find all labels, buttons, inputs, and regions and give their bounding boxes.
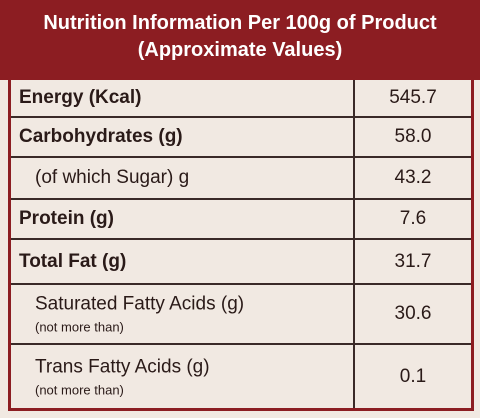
row-label: Trans Fatty Acids (g) <box>35 356 210 377</box>
header: Nutrition Information Per 100g of Produc… <box>0 0 480 80</box>
row-value: 545.7 <box>389 87 437 108</box>
table-row: Energy (Kcal) 545.7 <box>11 80 471 118</box>
table-row: Carbohydrates (g) 58.0 <box>11 118 471 158</box>
row-value: 31.7 <box>394 250 432 272</box>
row-note: (not more than) <box>35 319 124 335</box>
row-value: 43.2 <box>394 167 432 188</box>
row-label-cell: Energy (Kcal) <box>19 87 141 109</box>
row-label: Total Fat (g) <box>19 250 127 272</box>
row-label-cell: Total Fat (g) <box>19 251 126 273</box>
row-label-cell: (of which Sugar) g <box>35 167 189 189</box>
row-label: (of which Sugar) g <box>35 167 190 188</box>
table-row: Saturated Fatty Acids (g) (not more than)… <box>11 285 471 345</box>
nutrition-table: Energy (Kcal) 545.7 Carbohydrates (g) 58.0 (… <box>8 80 474 411</box>
table-row: Total Fat (g) 31.7 <box>11 240 471 285</box>
subtitle: (Approximate Values) <box>137 39 343 61</box>
row-note: (not more than) <box>35 382 124 397</box>
title: Nutrition Information Per 100g of Produc… <box>43 12 437 34</box>
row-value: 0.1 <box>399 365 427 387</box>
row-value: 58.0 <box>394 126 432 147</box>
row-label: Saturated Fatty Acids (g) <box>35 293 245 315</box>
row-label-cell: Protein (g) <box>19 208 114 230</box>
table-row: Trans Fatty Acids (g) (not more than) 0.1 <box>11 345 471 408</box>
row-label: Energy (Kcal) <box>19 87 142 108</box>
row-label-cell: Trans Fatty Acids (g) (not more than) <box>35 356 210 397</box>
row-label: Protein (g) <box>19 208 114 229</box>
row-value: 7.6 <box>399 208 427 229</box>
column-divider <box>353 80 355 408</box>
table-row: (of which Sugar) g 43.2 <box>11 158 471 200</box>
table-row: Protein (g) 7.6 <box>11 200 471 240</box>
row-label-cell: Saturated Fatty Acids (g) (not more than) <box>35 294 244 335</box>
row-label: Carbohydrates (g) <box>19 126 183 147</box>
row-value: 30.6 <box>394 303 432 324</box>
row-label-cell: Carbohydrates (g) <box>19 126 183 148</box>
